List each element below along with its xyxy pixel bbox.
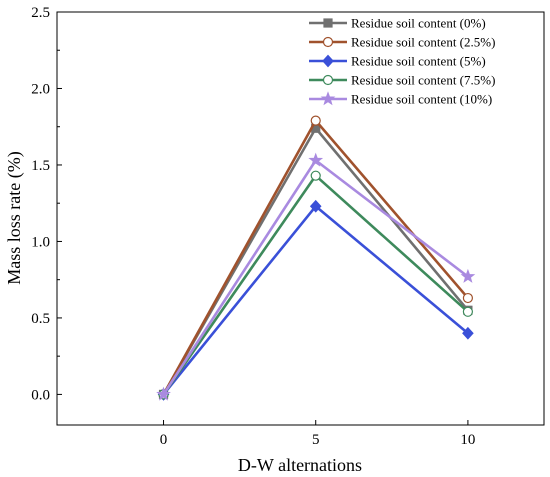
legend-entry: Residue soil content (10%)	[309, 91, 492, 107]
legend-entry: Residue soil content (7.5%)	[309, 73, 495, 88]
series-line	[162, 159, 469, 396]
y-tick-label: 2.5	[31, 5, 50, 21]
x-tick-label: 0	[160, 432, 168, 448]
y-tick-label: 0.5	[31, 311, 50, 327]
series-layer	[156, 115, 476, 401]
x-axis-title: D-W alternations	[238, 455, 362, 475]
series-group	[158, 123, 473, 400]
legend-marker	[322, 54, 334, 68]
legend-label: Residue soil content (5%)	[351, 54, 486, 69]
data-point	[462, 306, 474, 317]
x-tick-label: 5	[312, 432, 320, 448]
legend-marker	[322, 74, 334, 86]
legend: Residue soil content (0%) Residue soil co…	[309, 16, 495, 107]
legend-label: Residue soil content (10%)	[351, 92, 492, 107]
plot-frame	[56, 11, 545, 426]
data-point	[462, 326, 474, 340]
y-tick-label: 0.0	[31, 387, 50, 403]
x-axis-ticks: 0 5 10	[160, 420, 475, 448]
y-axis-title: Mass loss rate (%)	[4, 151, 25, 284]
legend-entry: Residue soil content (0%)	[309, 16, 486, 31]
data-point	[156, 386, 171, 401]
data-point	[310, 170, 321, 181]
y-tick-label: 2.0	[31, 81, 50, 97]
y-tick-label: 1.5	[31, 158, 50, 174]
legend-marker	[320, 91, 336, 106]
y-tick-label: 1.0	[31, 234, 50, 250]
legend-marker	[323, 18, 333, 28]
legend-entry: Residue soil content (5%)	[309, 54, 486, 69]
series-group	[156, 152, 476, 401]
legend-label: Residue soil content (2.5%)	[351, 35, 495, 50]
series-group	[157, 199, 474, 401]
series-line	[162, 126, 469, 396]
legend-marker	[322, 36, 334, 48]
data-point	[310, 115, 321, 126]
data-point	[309, 199, 322, 213]
y-axis-ticks: 0.0 0.5 1.0 1.5 2.0 2.5	[31, 5, 62, 403]
series-line	[162, 204, 469, 396]
legend-label: Residue soil content (7.5%)	[351, 73, 495, 88]
data-point	[462, 292, 474, 304]
data-point	[308, 152, 324, 167]
legend-entry: Residue soil content (2.5%)	[309, 35, 495, 50]
data-point	[460, 268, 476, 283]
x-tick-label: 10	[460, 432, 475, 448]
legend-label: Residue soil content (0%)	[351, 16, 486, 31]
